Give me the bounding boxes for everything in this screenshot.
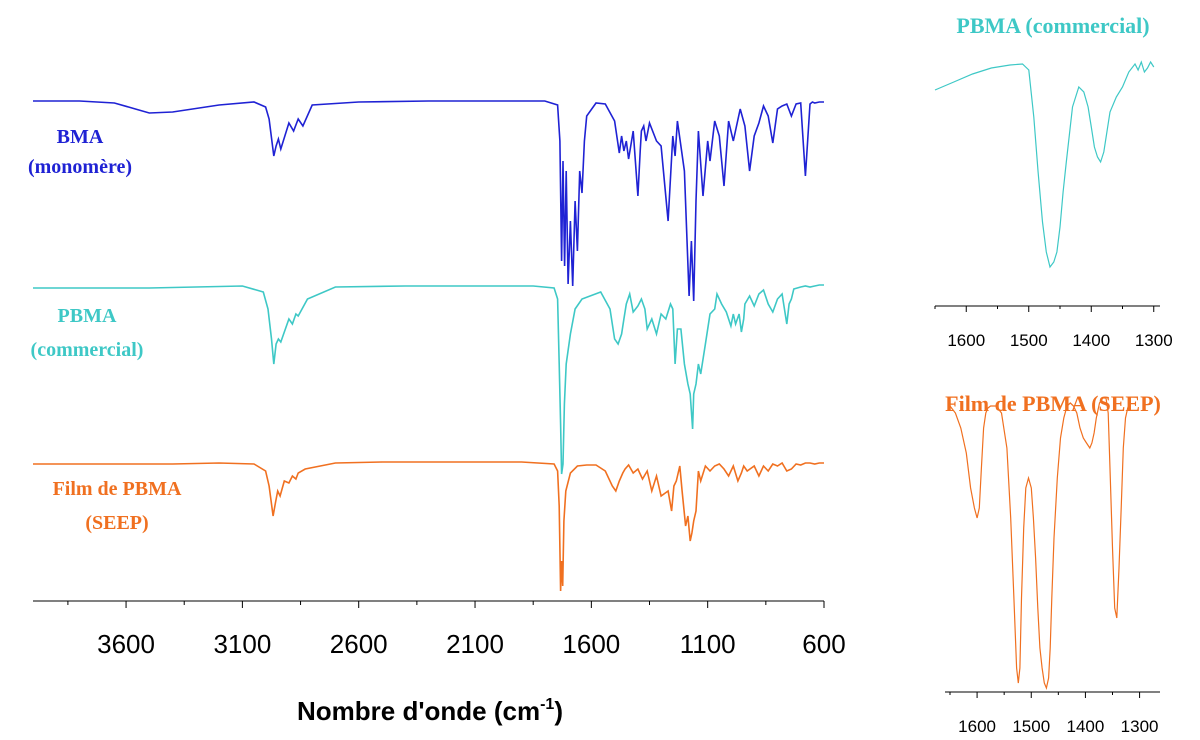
label-pbma-line1: PBMA — [58, 305, 117, 327]
inset-1-tick-label-1600: 1600 — [947, 331, 985, 350]
label-film-line1: Film de PBMA — [53, 478, 182, 500]
main-tick-label-3600: 3600 — [97, 629, 155, 659]
inset-1-spectrum — [934, 60, 1155, 269]
label-pbma-line2: (commercial) — [31, 339, 144, 361]
main-tick-label-2600: 2600 — [330, 629, 388, 659]
inset-2-tick-label-1500: 1500 — [1012, 717, 1050, 736]
inset-2-tick-label-1400: 1400 — [1067, 717, 1105, 736]
inset-film-seep: Film de PBMA (SEEP) 1600 1500 1400 1300 — [945, 391, 1161, 736]
inset-2-tick-label-1600: 1600 — [958, 717, 996, 736]
inset-pbma-commercial: PBMA (commercial) 1600 1500 1400 1300 — [934, 13, 1173, 350]
spectrum-line-1 — [33, 100, 824, 302]
label-film: Film de PBMA (SEEP) — [53, 478, 182, 534]
inset-1-tick-label-1400: 1400 — [1072, 331, 1110, 350]
main-spectra-panel: 3600 3100 2600 2100 1600 1100 600 BMA (monomèr… — [28, 100, 846, 726]
inset-film-title: Film de PBMA (SEEP) — [945, 391, 1161, 416]
label-bma-line1: BMA — [57, 126, 104, 148]
main-spectra-lines — [33, 100, 824, 592]
inset-film-line — [949, 397, 1131, 690]
main-x-ticks: 3600 3100 2600 2100 1600 1100 600 — [67, 601, 846, 659]
inset-2-tick-label-1300: 1300 — [1121, 717, 1159, 736]
spectrum-line-2 — [33, 284, 824, 475]
main-tick-label-1600: 1600 — [562, 629, 620, 659]
x-axis-label: Nombre d'onde (cm-1) — [297, 696, 563, 726]
x-axis-label-superscript: -1 — [540, 696, 554, 713]
inset-pbma-title: PBMA (commercial) — [956, 13, 1149, 38]
inset-pbma-line — [934, 60, 1155, 269]
inset-pbma-ticks: 1600 1500 1400 1300 — [934, 306, 1173, 350]
label-bma-line2: (monomère) — [28, 156, 132, 178]
inset-film-ticks: 1600 1500 1400 1300 — [949, 692, 1159, 736]
label-film-line2: (SEEP) — [85, 512, 148, 534]
main-tick-label-600: 600 — [802, 629, 845, 659]
inset-1-tick-label-1500: 1500 — [1010, 331, 1048, 350]
x-axis-label-main: Nombre d'onde (cm — [297, 696, 540, 726]
main-tick-label-2100: 2100 — [446, 629, 504, 659]
inset-2-spectrum — [949, 397, 1131, 690]
main-tick-label-3100: 3100 — [213, 629, 271, 659]
label-bma: BMA (monomère) — [28, 126, 132, 178]
label-pbma: PBMA (commercial) — [31, 305, 144, 361]
x-axis-label-close: ) — [554, 696, 563, 726]
inset-1-tick-label-1300: 1300 — [1135, 331, 1173, 350]
main-tick-label-1100: 1100 — [680, 629, 736, 659]
spectrum-line-3 — [33, 461, 824, 592]
